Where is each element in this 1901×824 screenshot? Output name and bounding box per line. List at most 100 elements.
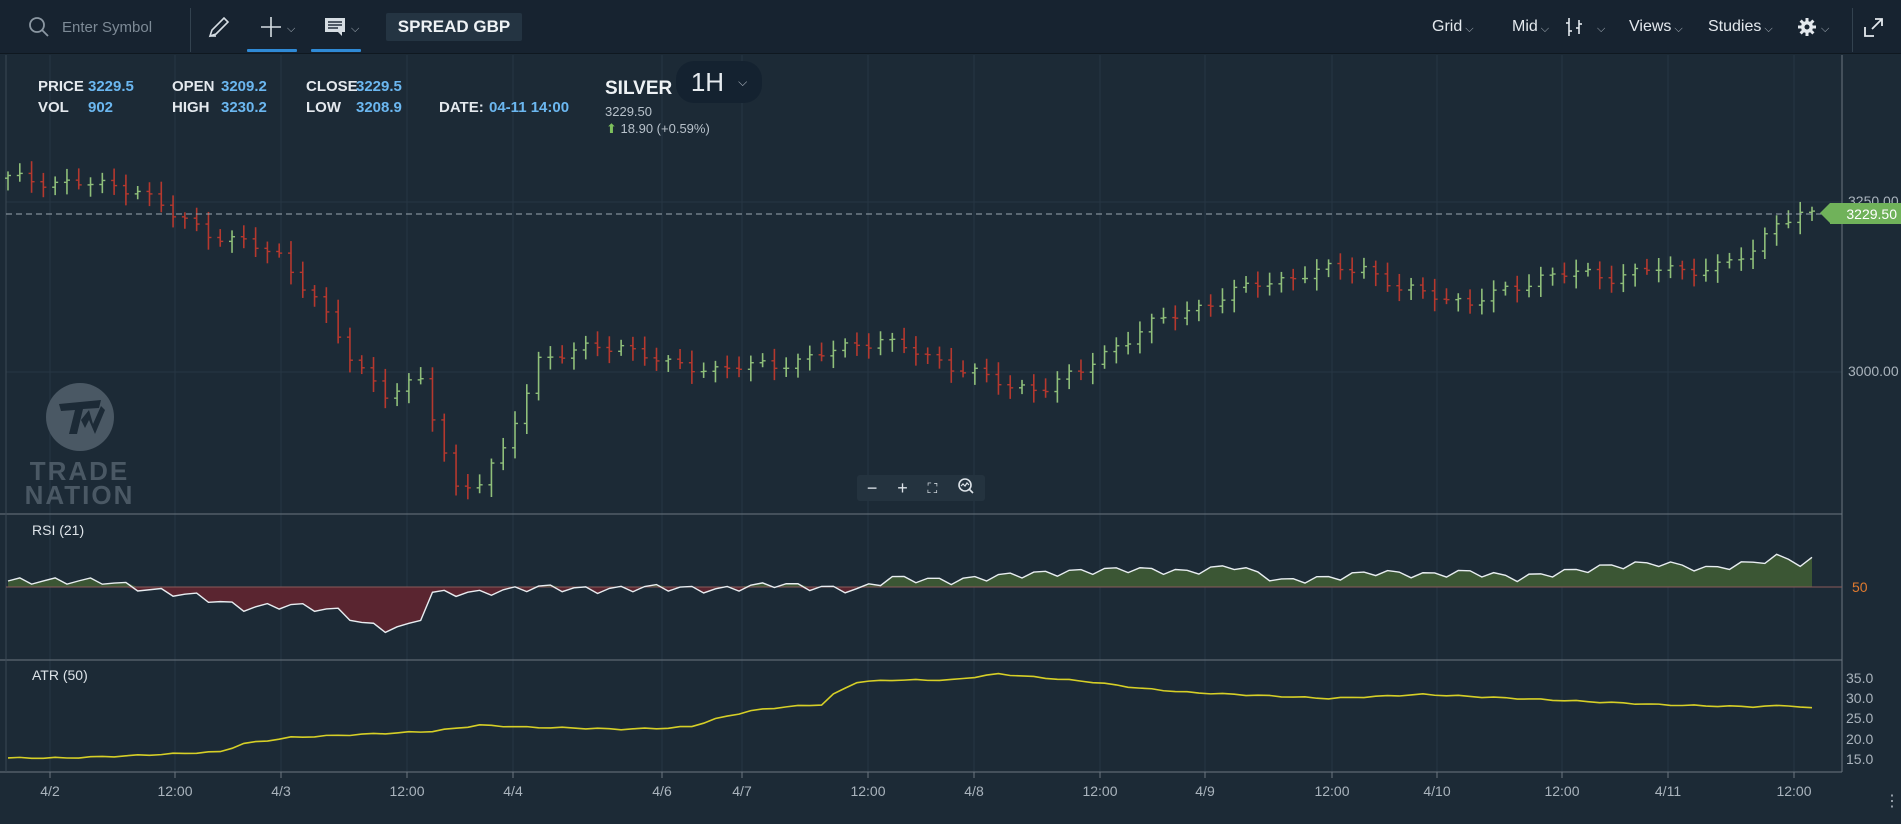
- active-tool-indicator: [247, 49, 297, 52]
- ohlc-bar: [960, 360, 967, 378]
- ohlc-bar: [1478, 288, 1485, 315]
- ohlc-bar: [1066, 364, 1073, 390]
- ohlc-bar: [346, 327, 353, 373]
- ohlc-bar: [1797, 201, 1804, 235]
- views-menu[interactable]: Views ⌵: [1629, 0, 1683, 54]
- ohlc-bar: [1195, 299, 1202, 322]
- ohlc-bar: [134, 185, 141, 200]
- symbol-search[interactable]: Enter Symbol: [28, 0, 188, 54]
- grid-menu[interactable]: Grid ⌵: [1432, 0, 1474, 54]
- ohlc-bar: [983, 358, 990, 383]
- grid-menu-label: Grid: [1432, 18, 1463, 35]
- ohlc-bar: [1089, 352, 1096, 385]
- ohlc-bar: [358, 355, 365, 375]
- atr-axis-label: 20.0: [1846, 731, 1873, 747]
- ohlc-bar: [382, 368, 389, 409]
- mid-menu-label: Mid: [1512, 18, 1538, 35]
- ohlc-bar: [1620, 264, 1627, 293]
- ohlc-bar: [181, 212, 188, 229]
- zoom-out-button[interactable]: −: [866, 477, 878, 498]
- ohlc-bar: [1632, 263, 1639, 287]
- ohlc-bar: [335, 299, 342, 344]
- ohlc-bar: [971, 363, 978, 385]
- zoom-in-button[interactable]: +: [897, 477, 908, 498]
- mid-menu[interactable]: Mid ⌵: [1512, 0, 1549, 54]
- draw-tool-button[interactable]: [206, 0, 232, 54]
- ohlc-bar: [1443, 288, 1450, 305]
- ohlc-bar: [1643, 258, 1650, 275]
- rsi-bearish-area: [8, 587, 1812, 633]
- ohlc-bar: [5, 171, 11, 191]
- ohlc-bar: [323, 287, 330, 324]
- ohlc-bar: [16, 163, 23, 182]
- ohlc-bar: [818, 342, 825, 362]
- ohlc-bar: [794, 353, 801, 378]
- price-axis-label: 3000.00: [1848, 363, 1899, 379]
- timeframe-label: 1H: [690, 66, 725, 97]
- rsi-label: RSI (21): [32, 522, 85, 538]
- ohlc-bar: [1655, 258, 1662, 283]
- ohlc-bar: [1372, 260, 1379, 287]
- ohlc-bar: [1573, 259, 1580, 289]
- ohlc-bar: [736, 356, 743, 378]
- ohlc-bar: [1679, 260, 1686, 280]
- search-input[interactable]: Enter Symbol: [62, 18, 153, 36]
- symbol-change: ⬆ 18.90 (+0.59%): [606, 121, 710, 137]
- ohlc-bar: [1738, 247, 1745, 271]
- annotation-tool-button[interactable]: ⌵: [322, 0, 359, 54]
- ohlc-bar: [1184, 301, 1191, 326]
- high-value: 3230.2: [221, 99, 267, 116]
- chevron-down-icon[interactable]: ⌵: [351, 22, 360, 35]
- ohlc-bar: [1467, 289, 1474, 314]
- settings-menu[interactable]: ⌵: [1796, 0, 1829, 54]
- studies-menu[interactable]: Studies ⌵: [1708, 0, 1773, 54]
- ohlc-bar: [1349, 257, 1356, 284]
- atr-label: ATR (50): [32, 667, 88, 683]
- ohlc-bar: [1408, 277, 1415, 300]
- fit-screen-button[interactable]: ⛶: [927, 479, 938, 496]
- ohlc-bar: [629, 336, 636, 361]
- time-axis-label: 12:00: [1314, 783, 1349, 799]
- time-axis-label: 4/2: [40, 783, 60, 799]
- ohlc-bar: [948, 347, 955, 383]
- views-menu-label: Views: [1629, 18, 1672, 35]
- ohlc-bar: [747, 355, 754, 382]
- ohlc-bar: [618, 339, 625, 356]
- popout-button[interactable]: [1862, 0, 1886, 54]
- crosshair-tool-button[interactable]: ⌵: [258, 0, 295, 54]
- ohlc-bar: [677, 348, 684, 370]
- ohlc-bar: [217, 229, 224, 247]
- close-label: CLOSE: [306, 78, 358, 95]
- ohlc-bar: [1667, 256, 1674, 279]
- zoom-reset-button[interactable]: [957, 477, 975, 500]
- rsi-bullish-area: [8, 554, 1812, 587]
- ohlc-bar: [1337, 253, 1344, 280]
- more-options-icon: ⋮: [1884, 793, 1900, 810]
- low-label: LOW: [306, 99, 341, 116]
- ohlc-bar: [1526, 274, 1533, 298]
- ohlc-bar: [122, 174, 129, 206]
- ohlc-bar: [1172, 305, 1179, 331]
- symbol-last-price: 3229.50: [605, 104, 652, 119]
- ohlc-bar: [665, 355, 672, 372]
- ohlc-bar: [1125, 331, 1132, 355]
- spread-currency-button[interactable]: SPREAD GBP: [386, 13, 522, 41]
- ohlc-bar: [193, 207, 200, 232]
- ohlc-bar: [1714, 254, 1721, 283]
- ohlc-bar: [1278, 271, 1285, 293]
- ohlc-bar: [570, 342, 577, 370]
- ohlc-bar: [1431, 278, 1438, 312]
- close-value: 3229.5: [356, 78, 402, 95]
- chart-type-menu[interactable]: ⌵: [1563, 0, 1605, 54]
- timeframe-selector[interactable]: 1H ⌵: [676, 61, 762, 103]
- high-label: HIGH: [172, 99, 210, 116]
- ohlc-bar: [1773, 215, 1780, 246]
- open-value: 3209.2: [221, 78, 267, 95]
- ohlc-bar: [488, 458, 495, 498]
- ohlc-bar: [252, 227, 259, 257]
- ohlc-bar: [783, 357, 790, 377]
- ohlc-bar: [1325, 259, 1332, 278]
- time-axis-label: 4/6: [652, 783, 672, 799]
- chevron-down-icon[interactable]: ⌵: [287, 22, 296, 35]
